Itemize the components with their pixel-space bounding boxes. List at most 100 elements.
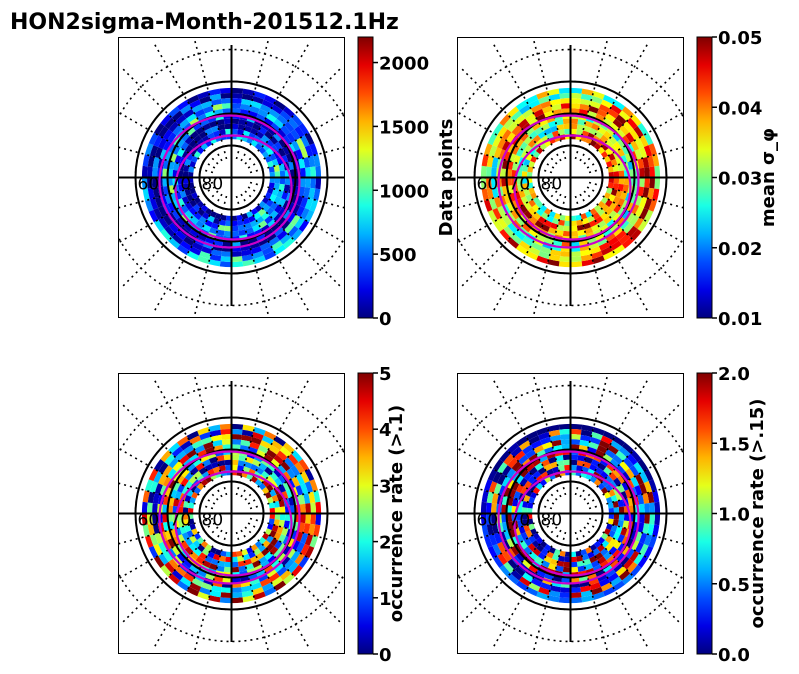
heatmap-cell bbox=[201, 471, 210, 479]
heatmap-cell bbox=[609, 537, 618, 547]
heatmap-cell bbox=[193, 487, 202, 495]
heatmap-cell bbox=[304, 545, 315, 559]
heatmap-cell bbox=[547, 88, 560, 96]
heatmap-cell bbox=[551, 553, 560, 561]
heatmap-cell bbox=[605, 147, 613, 156]
heatmap-cell bbox=[516, 177, 523, 185]
heatmap-cell bbox=[510, 110, 523, 122]
heatmap-cell bbox=[562, 118, 571, 125]
heatmap-cell bbox=[642, 156, 650, 168]
heatmap-cell bbox=[503, 453, 515, 466]
heatmap-cell bbox=[642, 492, 650, 504]
heatmap-cell bbox=[189, 523, 197, 531]
heatmap-cell bbox=[240, 439, 251, 447]
heatmap-cell bbox=[295, 531, 304, 542]
heatmap-cell bbox=[517, 183, 524, 192]
heatmap-cell bbox=[547, 120, 557, 128]
heatmap-cell bbox=[257, 573, 269, 583]
heatmap-cell bbox=[507, 121, 519, 133]
heatmap-cell bbox=[625, 537, 635, 549]
heatmap-cell bbox=[168, 573, 181, 585]
heatmap-cell bbox=[305, 503, 311, 514]
heatmap-cell bbox=[619, 555, 630, 566]
heatmap-cell bbox=[223, 118, 232, 125]
heatmap-cell bbox=[514, 450, 526, 462]
heatmap-cell bbox=[521, 177, 528, 184]
heatmap-cell bbox=[511, 145, 520, 155]
heatmap-cell bbox=[643, 198, 653, 210]
heatmap-cell bbox=[183, 444, 195, 455]
heatmap-cell bbox=[648, 479, 658, 492]
heatmap-cell bbox=[563, 225, 571, 232]
heatmap-cell bbox=[621, 481, 630, 491]
heatmap-cell bbox=[286, 212, 296, 223]
heatmap-cell bbox=[171, 545, 181, 556]
heatmap-cell bbox=[284, 177, 291, 186]
heatmap-cell bbox=[154, 147, 163, 159]
colorbar-tick-label: 0.04 bbox=[718, 98, 762, 119]
grid-spoke-dotted bbox=[583, 190, 680, 287]
heatmap-cell bbox=[648, 535, 658, 548]
heatmap-cell bbox=[168, 558, 180, 570]
heatmap-cell bbox=[630, 450, 642, 463]
heatmap-cell bbox=[237, 460, 246, 467]
grid-spoke-dotted bbox=[586, 111, 684, 169]
grid-spoke-dotted bbox=[457, 186, 555, 244]
heatmap-cell bbox=[548, 590, 561, 598]
heatmap-cell bbox=[617, 519, 624, 528]
heatmap-cell bbox=[279, 233, 292, 245]
heatmap-cell bbox=[271, 104, 283, 115]
colorbar-tick-label: 0.0 bbox=[718, 645, 750, 666]
heatmap-cell bbox=[241, 212, 249, 220]
heatmap-cell bbox=[551, 466, 560, 474]
heatmap-cell bbox=[497, 541, 507, 554]
heatmap-cell bbox=[647, 523, 655, 536]
heatmap-cell bbox=[199, 454, 209, 463]
heatmap-cell bbox=[621, 237, 634, 249]
heatmap-cell bbox=[199, 95, 211, 105]
heatmap-cell bbox=[583, 222, 592, 230]
heatmap-cell bbox=[634, 531, 643, 542]
heatmap-cell bbox=[168, 222, 180, 234]
heatmap-cell bbox=[294, 126, 305, 138]
heatmap-cell bbox=[615, 190, 623, 199]
heatmap-cell bbox=[610, 440, 622, 451]
heatmap-cell bbox=[248, 110, 258, 119]
heatmap-cell bbox=[184, 144, 193, 154]
heatmap-cell bbox=[199, 250, 211, 260]
grid-spoke-dotted bbox=[122, 526, 219, 623]
heatmap-cell bbox=[148, 209, 159, 223]
heatmap-cell bbox=[179, 526, 187, 535]
heatmap-cell bbox=[602, 430, 616, 441]
grid-spoke-dotted bbox=[249, 517, 345, 545]
heatmap-cell bbox=[564, 464, 571, 471]
heatmap-cell bbox=[152, 523, 160, 535]
heatmap-cell bbox=[182, 513, 189, 520]
heatmap-cell bbox=[630, 564, 642, 577]
heatmap-cell bbox=[506, 505, 513, 514]
heatmap-cell bbox=[197, 591, 210, 601]
heatmap-cell bbox=[253, 426, 266, 436]
heatmap-cell bbox=[491, 523, 499, 535]
heatmap-cell bbox=[594, 130, 604, 139]
grid-spoke-dotted bbox=[118, 186, 216, 244]
axes-frame bbox=[118, 373, 345, 654]
heatmap-cell bbox=[182, 171, 189, 178]
heatmap-cell bbox=[178, 183, 185, 192]
heatmap-cell bbox=[290, 550, 301, 562]
heatmap-cell bbox=[201, 135, 210, 143]
heatmap-cell bbox=[602, 94, 616, 105]
grid-spoke-dotted bbox=[532, 37, 567, 160]
heatmap-cell bbox=[283, 520, 290, 529]
heatmap-cell bbox=[654, 501, 661, 514]
heatmap-cell bbox=[176, 552, 187, 563]
heatmap-cell bbox=[570, 123, 578, 130]
heatmap-cell bbox=[605, 568, 616, 578]
heatmap-cell bbox=[538, 586, 550, 596]
heatmap-cell bbox=[581, 217, 590, 225]
heatmap-cell bbox=[278, 138, 287, 149]
heatmap-cell bbox=[266, 160, 274, 168]
heatmap-cell bbox=[219, 261, 232, 268]
heatmap-cell bbox=[283, 222, 295, 234]
heatmap-cell bbox=[271, 158, 279, 167]
